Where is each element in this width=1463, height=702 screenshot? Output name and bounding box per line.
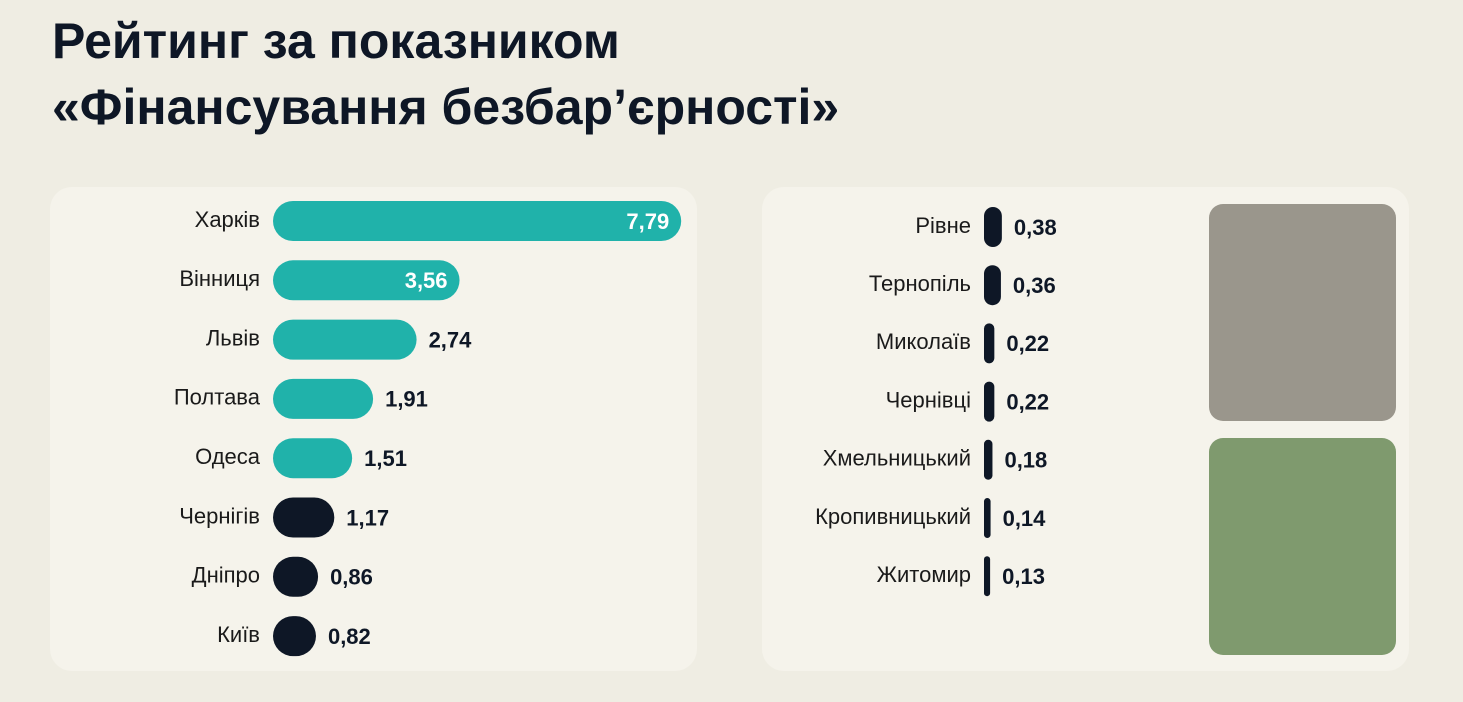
category-label: Рівне (915, 213, 971, 238)
value-label: 2,74 (429, 327, 473, 352)
bar (273, 378, 374, 419)
value-label: 0,82 (328, 624, 371, 649)
category-label: Харків (195, 207, 260, 232)
bar (984, 498, 991, 538)
value-label: 1,91 (385, 387, 428, 412)
photo (1209, 438, 1396, 655)
value-label: 0,86 (330, 565, 373, 590)
title-line: Рейтинг за показником (52, 13, 620, 69)
left-panel (50, 187, 697, 671)
value-label: 0,38 (1014, 215, 1057, 240)
value-label: 0,13 (1002, 564, 1045, 589)
bar (273, 497, 335, 538)
bar (984, 265, 1001, 306)
category-label: Полтава (174, 385, 261, 410)
category-label: Хмельницький (823, 446, 971, 471)
title-line: «Фінансування безбар’єрності» (52, 79, 839, 135)
category-label: Житомир (877, 562, 971, 587)
value-label: 1,17 (346, 505, 389, 530)
value-label: 0,18 (1004, 448, 1047, 473)
category-label: Вінниця (179, 266, 260, 291)
bar (984, 439, 993, 480)
bar (273, 201, 682, 241)
bar (984, 323, 995, 364)
bar (273, 319, 417, 360)
bar (273, 616, 316, 657)
value-label: 0,22 (1006, 331, 1049, 356)
category-label: Дніпро (192, 563, 260, 588)
bar (273, 438, 353, 479)
photo (1209, 204, 1396, 421)
category-label: Кропивницький (815, 504, 971, 529)
category-label: Київ (217, 622, 260, 647)
value-label: 0,36 (1013, 273, 1056, 298)
value-label: 3,56 (405, 268, 448, 293)
value-label: 0,22 (1006, 389, 1049, 414)
category-label: Чернівці (886, 387, 971, 412)
value-label: 0,14 (1003, 506, 1047, 531)
bar (273, 260, 460, 301)
category-label: Тернопіль (869, 271, 971, 296)
value-label: 1,51 (364, 446, 407, 471)
category-label: Львів (206, 325, 260, 350)
bar (984, 556, 991, 597)
category-label: Одеса (195, 444, 261, 469)
category-label: Миколаїв (876, 329, 971, 354)
bar (984, 381, 995, 422)
bar (273, 556, 319, 597)
category-label: Чернігів (179, 503, 260, 528)
bar (984, 207, 1002, 247)
value-label: 7,79 (626, 209, 669, 234)
